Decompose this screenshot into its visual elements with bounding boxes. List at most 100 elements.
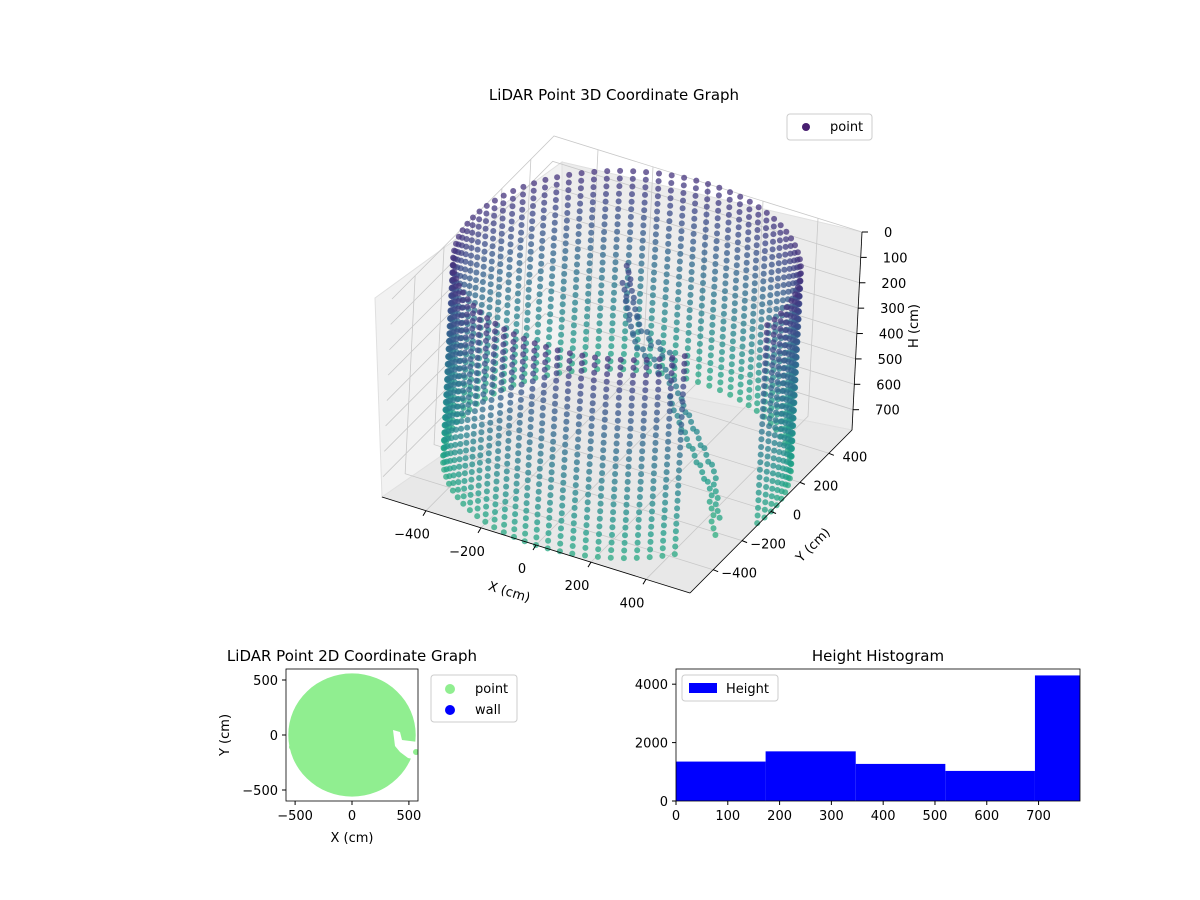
point-marker	[530, 195, 537, 202]
point-marker	[674, 505, 681, 512]
point-marker	[628, 287, 635, 294]
point-marker	[609, 516, 616, 523]
point-marker	[588, 222, 595, 229]
point-marker	[668, 377, 675, 384]
point-marker	[773, 394, 780, 401]
point-marker	[461, 364, 468, 371]
point-marker	[764, 322, 771, 329]
point-marker	[496, 276, 503, 283]
point-marker	[535, 321, 542, 328]
point-marker	[512, 503, 519, 510]
point-marker	[607, 350, 614, 357]
point-marker	[691, 215, 698, 222]
point-marker	[773, 409, 779, 416]
point-marker	[594, 553, 601, 560]
point-marker	[463, 319, 470, 326]
point-marker	[662, 499, 669, 506]
point-marker	[512, 495, 519, 502]
point-marker	[595, 546, 602, 553]
point-marker	[476, 309, 483, 316]
point-marker	[498, 379, 505, 386]
point-marker	[548, 288, 555, 295]
point-marker	[478, 301, 485, 308]
point-marker	[596, 320, 603, 327]
point-marker	[541, 382, 548, 389]
point-marker	[525, 286, 532, 293]
point-marker	[562, 255, 568, 262]
point-marker	[499, 215, 506, 222]
point-marker	[706, 498, 713, 505]
chart-3d: LiDAR Point 3D Coordinate Graph −400−200…	[374, 86, 922, 611]
point-marker	[610, 305, 617, 311]
point-marker	[754, 227, 761, 233]
point-marker	[493, 470, 500, 477]
point-marker	[737, 389, 744, 396]
point-marker	[775, 471, 782, 478]
point-marker	[635, 516, 642, 523]
point-marker	[693, 428, 700, 435]
point-marker	[587, 453, 593, 460]
point-marker	[524, 309, 531, 316]
point-marker	[644, 329, 651, 335]
point-marker	[563, 217, 570, 224]
point-marker	[578, 177, 585, 184]
point-marker	[569, 550, 576, 557]
point-marker	[758, 436, 765, 443]
point-marker	[537, 458, 544, 465]
point-marker	[563, 232, 570, 239]
point-marker	[485, 465, 491, 472]
point-marker	[677, 250, 684, 257]
point-marker	[571, 307, 578, 314]
point-marker	[520, 351, 527, 358]
point-marker	[552, 385, 559, 392]
z-tick-label: 500	[878, 353, 903, 368]
point-marker	[478, 436, 484, 443]
point-marker	[755, 504, 761, 511]
point-marker	[459, 402, 466, 409]
point-marker	[668, 370, 675, 377]
point-marker	[774, 290, 781, 297]
point-marker	[774, 386, 781, 393]
point-marker	[498, 371, 505, 378]
point-marker	[450, 261, 457, 268]
point-marker	[469, 446, 476, 453]
point-marker	[598, 290, 604, 296]
point-marker	[550, 242, 557, 249]
point-marker	[496, 417, 503, 424]
point-marker	[506, 415, 513, 421]
point-marker	[642, 191, 648, 198]
point-marker	[652, 239, 659, 245]
point-marker	[528, 225, 535, 232]
point-marker	[677, 429, 684, 436]
point-marker	[700, 272, 707, 279]
point-marker	[484, 315, 491, 322]
point-marker	[469, 310, 476, 317]
point-marker	[542, 351, 549, 358]
grid-line-x	[645, 218, 819, 580]
point-marker	[662, 286, 669, 293]
point-marker	[664, 461, 670, 468]
point-marker	[622, 517, 629, 523]
point-marker	[509, 361, 516, 368]
point-marker	[685, 337, 692, 344]
point-marker	[459, 227, 466, 234]
point-marker	[503, 476, 510, 482]
point-marker	[667, 187, 674, 194]
point-marker	[636, 321, 643, 328]
point-marker	[510, 346, 516, 353]
point-marker	[574, 261, 580, 268]
point-marker	[522, 515, 529, 522]
point-marker	[691, 223, 697, 230]
point-marker	[529, 393, 535, 400]
point-marker	[656, 356, 663, 363]
point-marker	[511, 518, 518, 525]
point-marker	[524, 484, 531, 491]
point-marker	[529, 218, 536, 225]
point-marker	[515, 282, 522, 289]
point-marker	[549, 454, 556, 460]
point-marker	[701, 445, 708, 452]
point-marker	[763, 329, 770, 336]
histogram-bars	[676, 675, 1080, 801]
point-marker	[695, 435, 702, 442]
